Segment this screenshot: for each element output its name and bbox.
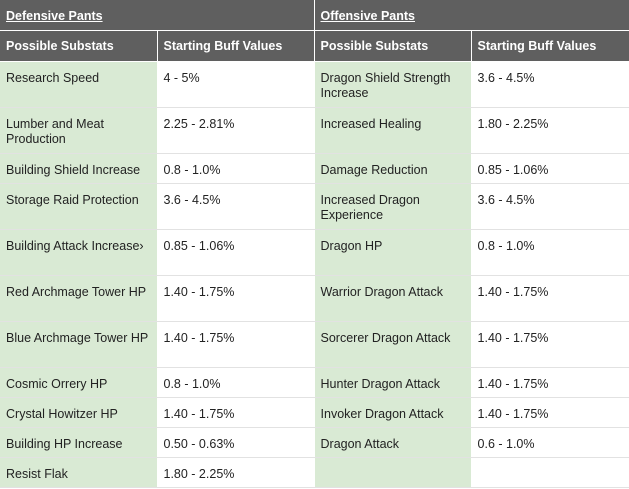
defensive-substat: Building Shield Increase xyxy=(0,153,158,184)
offensive-buff-value: 3.6 - 4.5% xyxy=(471,183,629,230)
defensive-substat: Red Archmage Tower HP xyxy=(0,275,158,322)
defensive-substat: Building Attack Increase› xyxy=(0,229,158,276)
defensive-pants-title: Defensive Pants xyxy=(0,0,315,31)
defensive-substats-header: Possible Substats xyxy=(0,30,158,62)
offensive-buff-value: 0.6 - 1.0% xyxy=(471,427,629,458)
offensive-substat: Dragon Shield Strength Increase xyxy=(314,61,472,108)
offensive-substat: Dragon HP xyxy=(314,229,472,276)
offensive-substat: Sorcerer Dragon Attack xyxy=(314,321,472,368)
defensive-buff-value: 1.40 - 1.75% xyxy=(157,275,315,322)
defensive-substat: Storage Raid Protection xyxy=(0,183,158,230)
offensive-substat: Damage Reduction xyxy=(314,153,472,184)
defensive-substat: Building HP Increase xyxy=(0,427,158,458)
defensive-buff-value: 4 - 5% xyxy=(157,61,315,108)
defensive-substat: Blue Archmage Tower HP xyxy=(0,321,158,368)
table-row: Building HP Increase 0.50 - 0.63% Dragon… xyxy=(0,427,629,458)
defensive-substat: Research Speed xyxy=(0,61,158,108)
table-row: Building Attack Increase› 0.85 - 1.06% D… xyxy=(0,229,629,276)
offensive-buff-value: 1.40 - 1.75% xyxy=(471,397,629,428)
table-row: Storage Raid Protection 3.6 - 4.5% Incre… xyxy=(0,183,629,230)
defensive-buff-value: 0.85 - 1.06% xyxy=(157,229,315,276)
defensive-substat: Cosmic Orrery HP xyxy=(0,367,158,398)
table-row: Red Archmage Tower HP 1.40 - 1.75% Warri… xyxy=(0,275,629,322)
offensive-buff-value: 1.40 - 1.75% xyxy=(471,321,629,368)
offensive-buff-value: 1.40 - 1.75% xyxy=(471,275,629,322)
defensive-buff-value: 0.8 - 1.0% xyxy=(157,153,315,184)
offensive-substat: Warrior Dragon Attack xyxy=(314,275,472,322)
offensive-buff-value: 0.8 - 1.0% xyxy=(471,229,629,276)
defensive-substat: Crystal Howitzer HP xyxy=(0,397,158,428)
table-row: Lumber and Meat Production 2.25 - 2.81% … xyxy=(0,107,629,154)
offensive-substat: Invoker Dragon Attack xyxy=(314,397,472,428)
defensive-buff-value: 1.40 - 1.75% xyxy=(157,397,315,428)
table-row: Resist Flak 1.80 - 2.25% xyxy=(0,457,629,488)
offensive-pants-title: Offensive Pants xyxy=(314,0,629,31)
defensive-buff-value: 1.80 - 2.25% xyxy=(157,457,315,488)
offensive-substat: Hunter Dragon Attack xyxy=(314,367,472,398)
offensive-substat: Increased Healing xyxy=(314,107,472,154)
table-row: Crystal Howitzer HP 1.40 - 1.75% Invoker… xyxy=(0,397,629,428)
offensive-buff-values-header: Starting Buff Values xyxy=(471,30,629,62)
defensive-buff-value: 2.25 - 2.81% xyxy=(157,107,315,154)
offensive-buff-value xyxy=(471,457,629,488)
defensive-buff-value: 3.6 - 4.5% xyxy=(157,183,315,230)
defensive-buff-value: 1.40 - 1.75% xyxy=(157,321,315,368)
offensive-substat: Increased Dragon Experience xyxy=(314,183,472,230)
defensive-buff-value: 0.8 - 1.0% xyxy=(157,367,315,398)
offensive-buff-value: 3.6 - 4.5% xyxy=(471,61,629,108)
table-row: Blue Archmage Tower HP 1.40 - 1.75% Sorc… xyxy=(0,321,629,368)
defensive-substat: Resist Flak xyxy=(0,457,158,488)
offensive-substats-header: Possible Substats xyxy=(314,30,472,62)
offensive-substat xyxy=(314,457,472,488)
defensive-buff-value: 0.50 - 0.63% xyxy=(157,427,315,458)
offensive-buff-value: 0.85 - 1.06% xyxy=(471,153,629,184)
offensive-buff-value: 1.80 - 2.25% xyxy=(471,107,629,154)
column-header-row: Possible Substats Starting Buff Values P… xyxy=(0,30,629,62)
defensive-substat: Lumber and Meat Production xyxy=(0,107,158,154)
offensive-buff-value: 1.40 - 1.75% xyxy=(471,367,629,398)
table-row: Building Shield Increase 0.8 - 1.0% Dama… xyxy=(0,153,629,184)
section-title-row: Defensive Pants Offensive Pants xyxy=(0,0,629,31)
table-row: Cosmic Orrery HP 0.8 - 1.0% Hunter Drago… xyxy=(0,367,629,398)
defensive-buff-values-header: Starting Buff Values xyxy=(157,30,315,62)
table-row: Research Speed 4 - 5% Dragon Shield Stre… xyxy=(0,61,629,108)
offensive-substat: Dragon Attack xyxy=(314,427,472,458)
